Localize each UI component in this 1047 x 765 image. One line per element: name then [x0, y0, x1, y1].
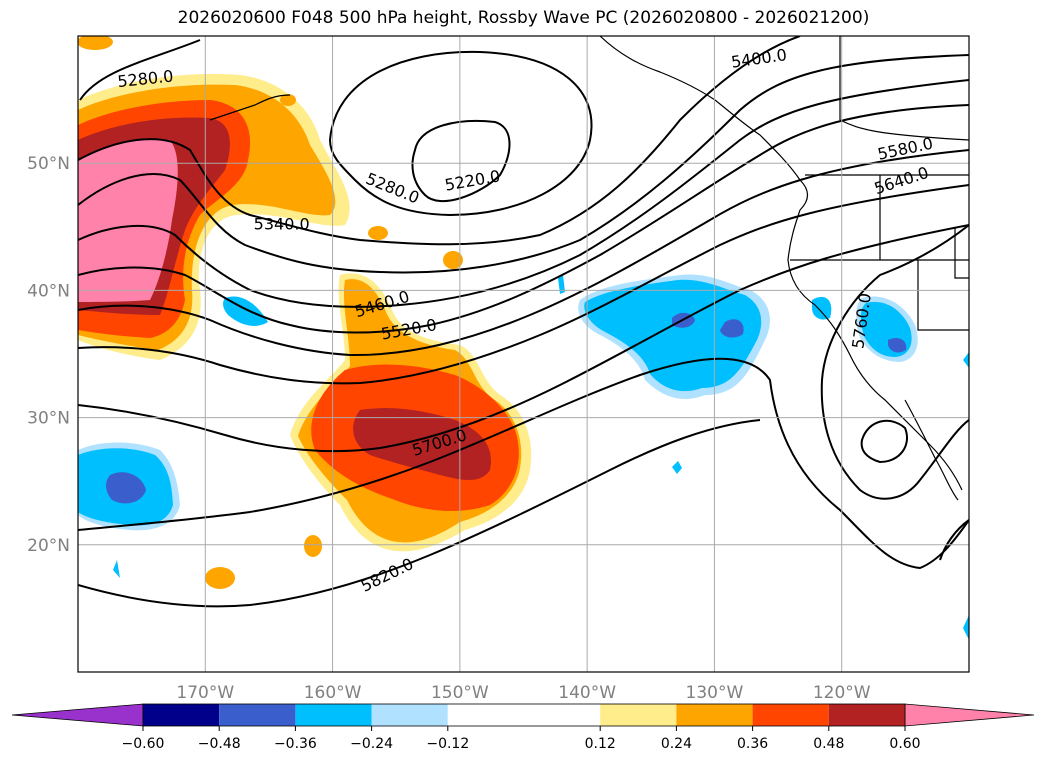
colorbar-segment — [219, 704, 296, 726]
positive-anomaly-small-6 — [280, 94, 296, 106]
gridlines — [78, 36, 969, 672]
contour-label-text: 5820.0 — [358, 554, 417, 596]
negative-anomaly-small-f — [963, 615, 969, 640]
lon-tick-label: 140°W — [558, 683, 616, 703]
lat-tick-label: 50°N — [27, 154, 70, 174]
colorbar-tick-label: 0.36 — [737, 736, 768, 752]
contour-5220 — [411, 119, 511, 203]
colorbar: −0.60 −0.48 −0.36 −0.24 −0.12 0.12 0.24 0.36 0.4… — [11, 703, 1035, 752]
contour-label-text: 5640.0 — [872, 163, 931, 198]
contour-5400 — [78, 54, 969, 274]
colorbar-tick-label: −0.24 — [350, 736, 393, 752]
colorbar-segment — [676, 704, 753, 726]
contour-5640 — [78, 184, 969, 385]
contour-5820 — [78, 419, 761, 608]
baja-peninsula — [904, 399, 959, 501]
plot-frame — [77, 35, 970, 673]
contour-5280-low — [328, 50, 593, 217]
height-contours — [78, 36, 969, 608]
lat-tick-label: 40°N — [27, 281, 70, 301]
contour-label: 5340.0 — [254, 214, 310, 233]
positive-anomaly-sub-darkred — [353, 408, 491, 480]
positive-anomaly-small-2 — [443, 251, 463, 269]
colorbar-tick-label: −0.12 — [426, 736, 469, 752]
negative-anomaly-ca-small — [812, 296, 832, 320]
colorbar-segment — [295, 704, 372, 726]
lat-tick-label: 30°N — [27, 409, 70, 429]
map-title: 2026020600 F048 500 hPa height, Rossby W… — [177, 8, 870, 28]
colorbar-tick-label: 0.48 — [813, 736, 844, 752]
contour-5460 — [78, 79, 969, 308]
negative-anomaly-ne-blue — [584, 279, 762, 392]
contour-label: 5580.0 — [876, 134, 935, 164]
contour-5580 — [78, 149, 969, 357]
negative-anomaly-ne-dark-2 — [720, 319, 744, 338]
state-lines — [790, 175, 969, 331]
negative-anomaly-small-g — [113, 560, 120, 578]
negative-anomaly-small-d — [672, 461, 682, 474]
contour-label-text: 5340.0 — [254, 214, 310, 233]
contour-5340 — [78, 36, 801, 246]
colorbar-segment — [447, 704, 601, 726]
colorbar-segment — [600, 704, 677, 726]
lon-tick-label: 160°W — [304, 683, 362, 703]
colorbar-tick-label: 0.24 — [661, 736, 692, 752]
lon-tick-label: 150°W — [431, 683, 489, 703]
colorbar-extend-low — [11, 703, 144, 727]
negative-anomaly-small-e — [963, 352, 969, 368]
contour-5700 — [78, 224, 969, 453]
contour-5760 — [78, 357, 969, 570]
colorbar-tick-label: −0.48 — [198, 736, 241, 752]
colorbar-extend-high — [904, 703, 1035, 727]
contour-label-text: 5400.0 — [730, 45, 788, 72]
colorbar-segment — [828, 704, 905, 726]
shaded-field — [78, 36, 969, 640]
contour-5280-west — [79, 39, 201, 101]
north-america-coast — [787, 209, 963, 491]
aleutian-islands — [209, 94, 291, 121]
colorbar-tick-label: −0.60 — [122, 736, 165, 752]
lon-tick-label: 120°W — [813, 683, 871, 703]
positive-anomaly-small-5 — [78, 36, 113, 50]
colorbar-segment — [371, 704, 448, 726]
lon-tick-label: 170°W — [176, 683, 234, 703]
colorbar-segment — [752, 704, 829, 726]
contour-label: 5820.0 — [358, 554, 417, 596]
contour-5820-ring — [860, 419, 908, 464]
colorbar-tick-label: −0.36 — [274, 736, 317, 752]
negative-anomaly-ca-dark — [888, 338, 907, 353]
colorbar-segment — [143, 704, 220, 726]
negative-anomaly-sw-dark — [106, 472, 146, 504]
positive-anomaly-nw-pink — [78, 138, 178, 302]
contour-5760-east — [820, 224, 969, 500]
lon-tick-label: 130°W — [686, 683, 744, 703]
contour-5880-east — [939, 519, 969, 561]
longitude-labels: 170°W 160°W 150°W 140°W 130°W 120°W — [176, 683, 870, 703]
contour-label-text: 5580.0 — [876, 134, 935, 164]
positive-anomaly-small-4 — [205, 567, 235, 589]
contour-label-text: 5220.0 — [443, 166, 501, 194]
canada-inland — [839, 36, 969, 141]
contour-5520 — [78, 104, 969, 334]
colorbar-frame — [142, 703, 906, 727]
colorbar-tick-label: 0.12 — [585, 736, 616, 752]
lat-tick-label: 20°N — [27, 536, 70, 556]
contour-label: 5400.0 — [730, 45, 788, 72]
contour-label: 5220.0 — [443, 166, 501, 194]
latitude-labels: 20°N 30°N 40°N 50°N — [27, 154, 70, 556]
colorbar-tick-label: 0.60 — [889, 736, 920, 752]
positive-anomaly-small-3 — [304, 535, 322, 557]
positive-anomaly-small-1 — [368, 226, 388, 240]
negative-anomaly-small-c — [558, 275, 565, 294]
